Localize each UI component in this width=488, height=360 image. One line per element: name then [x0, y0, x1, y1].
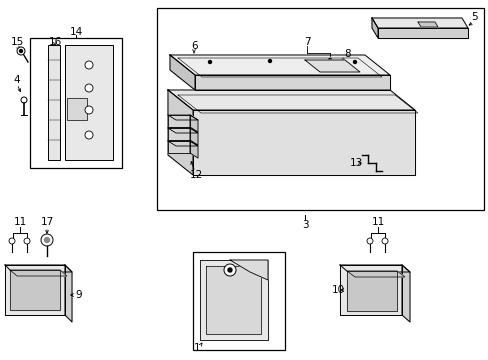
Circle shape — [366, 238, 372, 244]
Polygon shape — [170, 55, 389, 75]
Polygon shape — [190, 128, 198, 145]
Text: 14: 14 — [69, 27, 82, 37]
Circle shape — [85, 61, 93, 69]
Polygon shape — [195, 75, 389, 90]
Text: 6: 6 — [191, 41, 198, 51]
Polygon shape — [168, 128, 198, 133]
Polygon shape — [190, 141, 198, 158]
Circle shape — [21, 97, 27, 103]
Polygon shape — [168, 115, 198, 120]
Text: 17: 17 — [41, 217, 54, 227]
Polygon shape — [65, 265, 72, 322]
Circle shape — [208, 60, 211, 63]
Polygon shape — [168, 90, 414, 110]
Polygon shape — [371, 18, 377, 38]
Polygon shape — [170, 55, 195, 90]
Text: 13: 13 — [348, 158, 362, 168]
Text: 2: 2 — [244, 260, 251, 270]
Bar — [67, 98, 87, 120]
Polygon shape — [10, 270, 60, 310]
Text: 7: 7 — [303, 37, 310, 47]
Text: 11: 11 — [13, 217, 26, 227]
Bar — [65, 45, 113, 160]
Polygon shape — [168, 90, 193, 175]
Circle shape — [227, 268, 231, 272]
Text: 10: 10 — [331, 285, 344, 295]
Polygon shape — [193, 110, 414, 175]
Text: 16: 16 — [48, 37, 61, 47]
Circle shape — [85, 131, 93, 139]
Circle shape — [85, 106, 93, 114]
Bar — [193, 252, 285, 350]
Polygon shape — [305, 60, 359, 72]
Circle shape — [353, 60, 356, 63]
Polygon shape — [339, 265, 401, 315]
Polygon shape — [205, 266, 261, 334]
Circle shape — [44, 238, 49, 243]
Polygon shape — [168, 115, 190, 127]
Bar — [48, 45, 60, 160]
Polygon shape — [377, 28, 467, 38]
Circle shape — [85, 84, 93, 92]
Text: 1: 1 — [193, 343, 200, 353]
Polygon shape — [346, 271, 396, 311]
Polygon shape — [401, 265, 409, 322]
Circle shape — [17, 47, 25, 55]
Text: 8: 8 — [344, 49, 350, 59]
Polygon shape — [190, 115, 198, 132]
Polygon shape — [339, 265, 409, 272]
Bar — [157, 8, 483, 210]
Polygon shape — [200, 260, 267, 340]
Bar — [30, 38, 122, 168]
Polygon shape — [168, 141, 198, 146]
Polygon shape — [417, 22, 437, 27]
Text: 15: 15 — [10, 37, 23, 47]
Circle shape — [268, 59, 271, 63]
Polygon shape — [5, 265, 65, 315]
Polygon shape — [168, 128, 190, 140]
Text: 9: 9 — [76, 290, 82, 300]
Text: 4: 4 — [14, 75, 20, 85]
Circle shape — [381, 238, 387, 244]
Circle shape — [24, 238, 30, 244]
Circle shape — [328, 58, 331, 62]
Polygon shape — [346, 271, 404, 277]
Circle shape — [224, 264, 236, 276]
Circle shape — [20, 49, 22, 53]
Text: 5: 5 — [471, 12, 477, 22]
Text: 11: 11 — [370, 217, 384, 227]
Polygon shape — [371, 18, 467, 28]
Polygon shape — [229, 260, 267, 280]
Circle shape — [41, 234, 53, 246]
Polygon shape — [5, 265, 72, 272]
Circle shape — [9, 238, 15, 244]
Polygon shape — [10, 270, 67, 276]
Text: 3: 3 — [301, 220, 307, 230]
Text: 12: 12 — [189, 170, 202, 180]
Polygon shape — [168, 141, 190, 153]
